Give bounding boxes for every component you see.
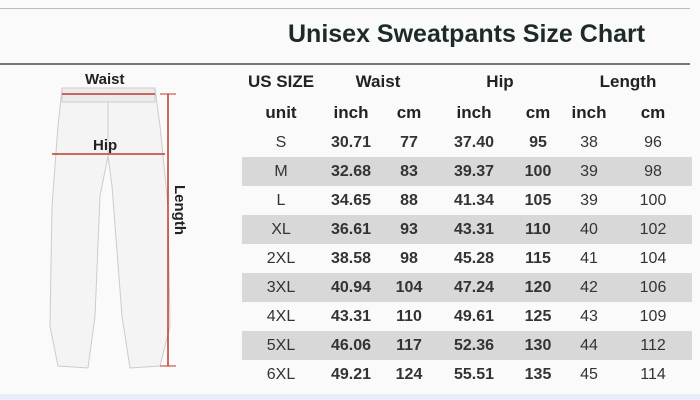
value-cell: 117 — [382, 331, 436, 360]
header-waist: Waist — [355, 71, 401, 91]
value-cell: 38 — [580, 133, 598, 151]
table-row: L 34.65 88 41.34 105 39 100 — [242, 186, 692, 215]
table-row: 5XL 46.06 117 52.36 130 44 112 — [242, 331, 692, 360]
size-cell: M — [242, 157, 320, 186]
size-cell: XL — [242, 215, 320, 244]
value-cell: 55.51 — [453, 365, 495, 383]
unit-cell: inch — [333, 102, 369, 122]
value-cell: 30.71 — [330, 133, 372, 151]
value-cell: 105 — [524, 191, 552, 209]
table-row: XL 36.61 93 43.31 110 40 102 — [242, 215, 692, 244]
size-cell: 2XL — [266, 249, 296, 267]
value-cell: 40.94 — [320, 273, 382, 302]
size-table: US SIZE Waist Hip Length unit inch cm inch c… — [242, 66, 692, 389]
value-cell: 40 — [564, 215, 614, 244]
value-cell: 120 — [512, 273, 564, 302]
value-cell: 39 — [564, 157, 614, 186]
value-cell: 104 — [382, 273, 436, 302]
unit-cell: cm — [640, 102, 666, 122]
size-cell: L — [276, 191, 286, 209]
value-cell: 43.31 — [330, 307, 372, 325]
table-row: 4XL 43.31 110 49.61 125 43 109 — [242, 302, 692, 331]
size-cell: S — [275, 133, 287, 151]
header-length: Length — [599, 71, 657, 91]
hip-label: Hip — [93, 137, 118, 154]
unit-cell: inch — [571, 102, 607, 122]
value-cell: 32.68 — [320, 157, 382, 186]
unit-cell: cm — [396, 102, 422, 122]
size-cell: 4XL — [266, 307, 296, 325]
value-cell: 36.61 — [320, 215, 382, 244]
waist-label: Waist — [85, 71, 125, 88]
value-cell: 43.31 — [436, 215, 512, 244]
value-cell: 110 — [512, 215, 564, 244]
value-cell: 41.34 — [453, 191, 495, 209]
value-cell: 98 — [614, 157, 692, 186]
table-row: M 32.68 83 39.37 100 39 98 — [242, 157, 692, 186]
length-label: Length — [171, 185, 188, 235]
table-row: 3XL 40.94 104 47.24 120 42 106 — [242, 273, 692, 302]
table-row: 2XL 38.58 98 45.28 115 41 104 — [242, 244, 692, 273]
value-cell: 95 — [529, 133, 547, 151]
value-cell: 37.40 — [453, 133, 495, 151]
value-cell: 93 — [382, 215, 436, 244]
value-cell: 39.37 — [436, 157, 512, 186]
value-cell: 34.65 — [330, 191, 372, 209]
value-cell: 49.61 — [453, 307, 495, 325]
value-cell: 130 — [512, 331, 564, 360]
value-cell: 109 — [639, 307, 667, 325]
value-cell: 104 — [639, 249, 667, 267]
value-cell: 47.24 — [436, 273, 512, 302]
header-size: US SIZE — [247, 71, 315, 91]
value-cell: 96 — [644, 133, 662, 151]
value-cell: 44 — [564, 331, 614, 360]
page-title: Unisex Sweatpants Size Chart — [288, 20, 646, 48]
value-cell: 45 — [580, 365, 598, 383]
value-cell: 102 — [614, 215, 692, 244]
table-row: S 30.71 77 37.40 95 38 96 — [242, 128, 692, 157]
value-cell: 106 — [614, 273, 692, 302]
value-cell: 39 — [580, 191, 598, 209]
header-hip: Hip — [486, 71, 514, 91]
value-cell: 45.28 — [453, 249, 495, 267]
unit-cell: cm — [525, 102, 551, 122]
value-cell: 49.21 — [330, 365, 372, 383]
size-cell: 3XL — [242, 273, 320, 302]
top-rule — [0, 8, 690, 9]
sweatpants-illustration — [49, 87, 176, 369]
unit-row: unit inch cm inch cm inch cm — [242, 97, 692, 128]
value-cell: 114 — [640, 365, 666, 383]
value-cell: 88 — [400, 191, 418, 209]
value-cell: 124 — [395, 365, 423, 383]
table-header-row: US SIZE Waist Hip Length — [242, 66, 692, 97]
value-cell: 135 — [524, 365, 552, 383]
value-cell: 98 — [400, 249, 418, 267]
size-cell: 5XL — [242, 331, 320, 360]
value-cell: 83 — [382, 157, 436, 186]
value-cell: 46.06 — [320, 331, 382, 360]
value-cell: 100 — [639, 191, 667, 209]
value-cell: 38.58 — [330, 249, 372, 267]
value-cell: 41 — [580, 249, 598, 267]
value-cell: 110 — [396, 307, 422, 325]
value-cell: 42 — [564, 273, 614, 302]
value-cell: 125 — [524, 307, 552, 325]
header-rule — [0, 63, 690, 65]
value-cell: 43 — [580, 307, 598, 325]
unit-cell: unit — [265, 102, 297, 122]
table-row: 6XL 49.21 124 55.51 135 45 114 — [242, 360, 692, 389]
bottom-strip — [0, 394, 700, 400]
value-cell: 52.36 — [436, 331, 512, 360]
value-cell: 115 — [525, 249, 551, 267]
value-cell: 100 — [512, 157, 564, 186]
value-cell: 77 — [400, 133, 418, 151]
size-cell: 6XL — [266, 365, 296, 383]
unit-cell: inch — [456, 102, 492, 122]
value-cell: 112 — [614, 331, 692, 360]
